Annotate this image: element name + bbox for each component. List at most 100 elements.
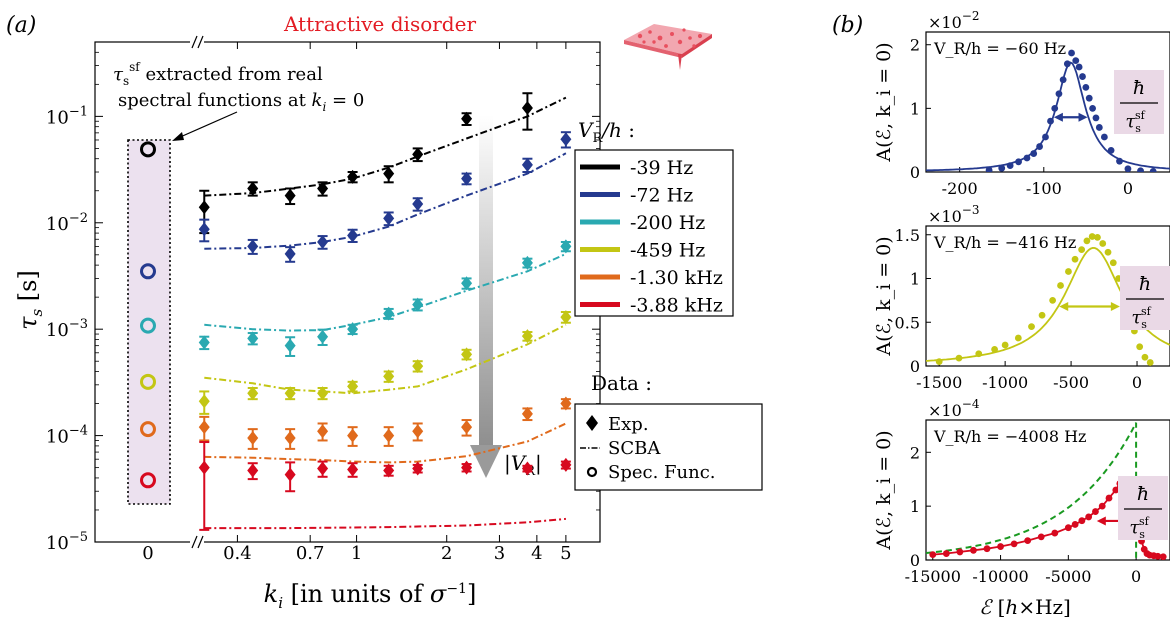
b-x-tick-label: 0 [1123, 179, 1133, 198]
exp-point [383, 463, 395, 478]
x-tick-label: 0.4 [223, 543, 252, 564]
legend-label: -459 Hz [630, 240, 705, 262]
x-tick-label: 0.7 [296, 543, 325, 564]
spectral-point [1078, 517, 1086, 525]
panel-a-ylabel: τs [s] [14, 270, 46, 330]
legend-label: -200 Hz [630, 212, 705, 234]
exp-point [560, 396, 572, 411]
panel-a-xlabel: ki [in units of σ−1] [264, 580, 477, 612]
scba-line [204, 152, 567, 250]
b-y-tick-label: 0 [910, 551, 920, 570]
spectral-point [1037, 533, 1045, 541]
exp-point [560, 239, 572, 254]
b-x-tick-label: 0 [1132, 373, 1142, 392]
subplot-annotation: V_R/h = −4008 Hz [933, 427, 1086, 446]
spectral-point [1010, 540, 1018, 548]
spectral-point [1100, 133, 1108, 141]
exp-point [412, 359, 424, 374]
spectral-point [1057, 282, 1064, 289]
spectral-point [1071, 255, 1079, 263]
exp-point [412, 461, 424, 476]
svg-text:spectral functions at ki = 0: spectral functions at ki = 0 [118, 90, 364, 114]
inset-item-scba: SCBA [608, 438, 661, 459]
spectral-point [1082, 83, 1090, 91]
spectral-point [1116, 157, 1123, 165]
vr-arrow: |VR| [470, 115, 542, 479]
legend-label: -39 Hz [630, 157, 693, 179]
spectral-point [1023, 154, 1031, 162]
inset-circle-marker [586, 466, 598, 478]
exp-point [247, 428, 259, 450]
subplot-frame [925, 225, 1170, 367]
spectral-point [1006, 162, 1014, 170]
inset-title: Data : [591, 371, 652, 395]
exp-point [347, 228, 359, 243]
exp-point [317, 328, 329, 347]
spectral-point [1104, 248, 1112, 256]
spectral-point [1099, 240, 1107, 247]
exp-point [284, 336, 296, 357]
scba-line [204, 96, 567, 197]
inset-item-exp: Exp. [608, 414, 649, 435]
spec-func-box [127, 139, 171, 505]
spectral-point [1137, 167, 1144, 172]
spectral-point [1071, 521, 1079, 528]
subplot-frame [925, 31, 1170, 173]
exp-point [383, 369, 395, 384]
exp-point [247, 181, 259, 197]
panel-b-label: (b) [832, 13, 863, 38]
spectral-point [935, 358, 943, 366]
x-tick-label: 1 [351, 543, 362, 564]
b-x-tick-label: -500 [1053, 373, 1089, 392]
spectral-point [1089, 104, 1096, 112]
spectral-point [970, 546, 977, 554]
b-x-tick-label: -1500 [916, 373, 962, 392]
spec-func-circles [140, 141, 156, 489]
legend-box [574, 149, 734, 317]
width-arrow-head [1078, 112, 1088, 122]
exp-point [317, 181, 329, 197]
b-ylabel: A(ℰ, k_i = 0) [873, 430, 895, 550]
spectral-point [1095, 124, 1103, 131]
y-tick-label: 10−5 [46, 530, 88, 554]
spec-func-circle [140, 472, 156, 489]
exp-point [317, 460, 329, 478]
panel-a-title: Attractive disorder [283, 12, 476, 36]
y-tick-label: 10−1 [46, 104, 88, 128]
exp-point [560, 310, 572, 325]
spectral-point [1146, 359, 1154, 366]
b-y-tick-label: 1 [910, 497, 920, 516]
legend-label: -3.88 kHz [630, 295, 723, 317]
exp-point [383, 211, 395, 227]
exp-point [284, 386, 296, 401]
panel-a-ticks: 0.4 0.7 1 2 3 4 5 10−5 10−4 10−3 10−2 10−1 [46, 41, 600, 564]
svg-text:τssf: τssf [1125, 109, 1145, 135]
legend-title: VR/h : [578, 118, 635, 146]
subplot-2: -1500 -1000 -500 0 0 0.5 1 1.5 ×10−3 A(ℰ, k_i = 0… [873, 203, 1170, 392]
hbar-tau-label: ħ τssf [1120, 266, 1170, 331]
exp-point [347, 426, 359, 447]
exp-point [521, 461, 533, 476]
b-x-tick-label: -10000 [972, 567, 1028, 586]
exp-point [284, 428, 296, 450]
exp-point [284, 246, 296, 263]
spectral-point [1001, 341, 1009, 349]
b-x-tick-label: -1000 [982, 373, 1028, 392]
exp-point [247, 386, 259, 401]
scba-lines [204, 96, 567, 530]
spectral-point [1036, 143, 1043, 150]
exp-point [284, 187, 296, 206]
spectral-point [998, 164, 1006, 172]
spec-func-circle [140, 421, 156, 438]
inset-diamond-marker [586, 415, 598, 431]
b-y-tick-label: 1.5 [895, 226, 920, 245]
panel-a: (a) Attractive disorder τs [s] ki [in un… [6, 12, 763, 612]
b-ylabel: A(ℰ, k_i = 0) [873, 42, 895, 162]
fit-curve [926, 61, 1170, 172]
exp-point [247, 331, 259, 346]
y-tick-label: 10−3 [46, 317, 88, 341]
scba-line [204, 252, 567, 332]
svg-text:τssf: τssf [1129, 515, 1149, 541]
